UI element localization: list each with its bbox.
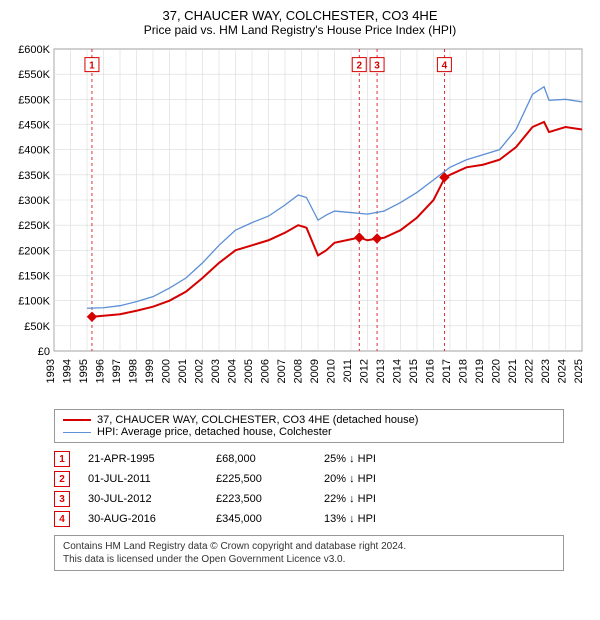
svg-text:2003: 2003 — [210, 359, 222, 383]
svg-text:2002: 2002 — [194, 359, 206, 383]
svg-text:1994: 1994 — [62, 359, 74, 383]
svg-text:3: 3 — [374, 61, 380, 72]
svg-text:2015: 2015 — [408, 359, 420, 383]
transaction-date: 01-JUL-2011 — [88, 473, 198, 485]
transaction-row: 3 30-JUL-2012 £223,500 22% ↓ HPI — [54, 489, 564, 509]
svg-text:£150K: £150K — [18, 271, 50, 283]
footer-line: This data is licensed under the Open Gov… — [63, 553, 555, 566]
legend-row: HPI: Average price, detached house, Colc… — [63, 426, 555, 438]
transaction-marker: 4 — [54, 511, 70, 527]
svg-text:2017: 2017 — [441, 359, 453, 383]
svg-text:£400K: £400K — [18, 145, 50, 157]
legend-swatch — [63, 419, 91, 421]
transaction-date: 30-JUL-2012 — [88, 493, 198, 505]
svg-text:2018: 2018 — [458, 359, 470, 383]
svg-text:2: 2 — [356, 61, 362, 72]
svg-text:2008: 2008 — [293, 359, 305, 383]
svg-text:4: 4 — [442, 61, 448, 72]
svg-text:£600K: £600K — [18, 44, 50, 56]
svg-text:£550K: £550K — [18, 69, 50, 81]
legend-label: 37, CHAUCER WAY, COLCHESTER, CO3 4HE (de… — [97, 414, 418, 426]
transaction-date: 21-APR-1995 — [88, 453, 198, 465]
svg-text:1995: 1995 — [78, 359, 90, 383]
svg-text:2020: 2020 — [491, 359, 503, 383]
svg-text:£350K: £350K — [18, 170, 50, 182]
svg-text:1998: 1998 — [128, 359, 140, 383]
svg-text:2005: 2005 — [243, 359, 255, 383]
svg-text:1993: 1993 — [45, 359, 57, 383]
footer-line: Contains HM Land Registry data © Crown c… — [63, 540, 555, 553]
svg-text:2010: 2010 — [326, 359, 338, 383]
chart-title: 37, CHAUCER WAY, COLCHESTER, CO3 4HE — [8, 8, 592, 23]
transaction-price: £225,500 — [216, 473, 306, 485]
svg-text:2004: 2004 — [227, 359, 239, 383]
svg-text:£450K: £450K — [18, 120, 50, 132]
svg-text:2006: 2006 — [260, 359, 272, 383]
svg-text:£500K: £500K — [18, 94, 50, 106]
footer-attribution: Contains HM Land Registry data © Crown c… — [54, 535, 564, 571]
svg-text:£250K: £250K — [18, 220, 50, 232]
svg-text:£100K: £100K — [18, 296, 50, 308]
transaction-row: 2 01-JUL-2011 £225,500 20% ↓ HPI — [54, 469, 564, 489]
svg-text:2023: 2023 — [540, 359, 552, 383]
transaction-pct-vs-hpi: 20% ↓ HPI — [324, 473, 424, 485]
legend-label: HPI: Average price, detached house, Colc… — [97, 426, 332, 438]
transaction-date: 30-AUG-2016 — [88, 513, 198, 525]
svg-text:2007: 2007 — [276, 359, 288, 383]
chart-subtitle: Price paid vs. HM Land Registry's House … — [8, 23, 592, 37]
svg-text:2024: 2024 — [557, 359, 569, 383]
legend: 37, CHAUCER WAY, COLCHESTER, CO3 4HE (de… — [54, 409, 564, 443]
svg-text:£0: £0 — [38, 346, 50, 358]
transaction-marker: 2 — [54, 471, 70, 487]
svg-text:2012: 2012 — [359, 359, 371, 383]
legend-swatch — [63, 432, 91, 433]
svg-text:1997: 1997 — [111, 359, 123, 383]
svg-text:£200K: £200K — [18, 245, 50, 257]
svg-text:2022: 2022 — [524, 359, 536, 383]
transaction-marker: 1 — [54, 451, 70, 467]
legend-row: 37, CHAUCER WAY, COLCHESTER, CO3 4HE (de… — [63, 414, 555, 426]
svg-text:1996: 1996 — [95, 359, 107, 383]
svg-text:2025: 2025 — [573, 359, 585, 383]
transactions-table: 1 21-APR-1995 £68,000 25% ↓ HPI 2 01-JUL-2011… — [54, 449, 564, 529]
svg-text:£50K: £50K — [24, 321, 50, 333]
svg-text:2011: 2011 — [342, 359, 354, 383]
svg-text:2014: 2014 — [392, 359, 404, 383]
transaction-price: £345,000 — [216, 513, 306, 525]
svg-text:2016: 2016 — [425, 359, 437, 383]
price-chart: £0 £50K £100K £150K £200K £250K £300K £350K £400… — [8, 43, 592, 403]
transaction-marker: 3 — [54, 491, 70, 507]
svg-text:1999: 1999 — [144, 359, 156, 383]
transaction-row: 1 21-APR-1995 £68,000 25% ↓ HPI — [54, 449, 564, 469]
svg-text:2021: 2021 — [507, 359, 519, 383]
transaction-price: £223,500 — [216, 493, 306, 505]
transaction-pct-vs-hpi: 13% ↓ HPI — [324, 513, 424, 525]
transaction-pct-vs-hpi: 22% ↓ HPI — [324, 493, 424, 505]
svg-text:2013: 2013 — [375, 359, 387, 383]
transaction-pct-vs-hpi: 25% ↓ HPI — [324, 453, 424, 465]
svg-text:2000: 2000 — [161, 359, 173, 383]
transaction-price: £68,000 — [216, 453, 306, 465]
svg-text:2019: 2019 — [474, 359, 486, 383]
svg-text:1: 1 — [89, 61, 95, 72]
svg-text:£300K: £300K — [18, 195, 50, 207]
transaction-row: 4 30-AUG-2016 £345,000 13% ↓ HPI — [54, 509, 564, 529]
svg-text:2001: 2001 — [177, 359, 189, 383]
svg-text:2009: 2009 — [309, 359, 321, 383]
